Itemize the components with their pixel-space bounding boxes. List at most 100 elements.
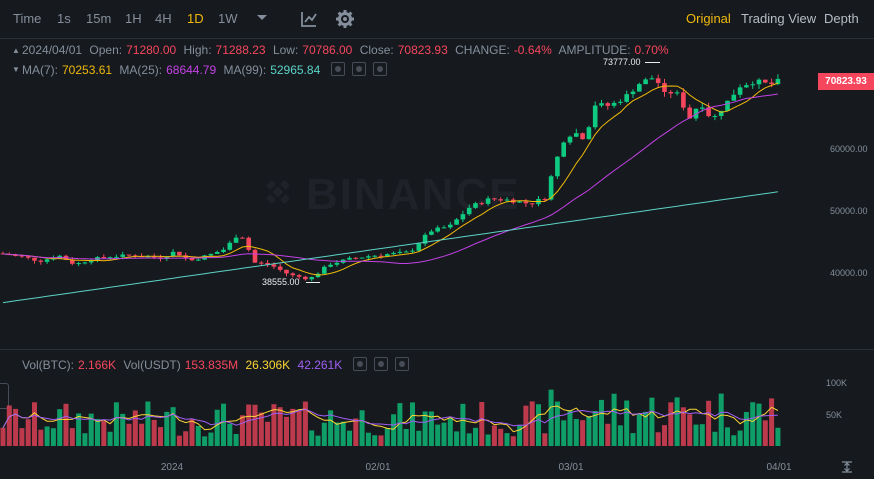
volume-bar xyxy=(107,431,113,446)
high-value: 71288.23 xyxy=(215,43,266,57)
collapse-info-arrow[interactable]: ▲ xyxy=(12,46,20,55)
change-label: CHANGE: xyxy=(455,43,510,57)
volume-bar xyxy=(347,430,352,446)
volume-bar xyxy=(158,427,163,446)
volume-bar xyxy=(277,407,283,446)
vol-visibility-icon[interactable] xyxy=(352,357,367,371)
volume-bar xyxy=(372,435,378,446)
vol-settings-icon[interactable] xyxy=(373,357,388,371)
interval-1w[interactable]: 1W xyxy=(218,11,238,26)
vol-btc-value: 2.166K xyxy=(78,358,117,372)
more-intervals-dropdown[interactable] xyxy=(257,15,267,20)
volume-bar xyxy=(737,430,743,446)
view-original[interactable]: Original xyxy=(686,11,731,26)
volume-bar xyxy=(668,402,674,446)
volume-bar xyxy=(25,419,31,446)
gear-icon[interactable] xyxy=(335,9,355,29)
volume-bar xyxy=(756,403,762,446)
volume-bar xyxy=(145,401,151,446)
vol-ma5-value: 26.306K xyxy=(245,358,291,372)
interval-1s[interactable]: 1s xyxy=(57,11,71,26)
volume-bar xyxy=(227,423,233,446)
volume-bar xyxy=(573,419,579,446)
indicator-icon[interactable] xyxy=(299,9,319,29)
candle-body xyxy=(284,269,289,274)
candle-body xyxy=(252,249,258,263)
interval-15m[interactable]: 15m xyxy=(86,11,112,26)
candle-body xyxy=(649,78,655,80)
volume-bar xyxy=(473,427,478,446)
candle-body xyxy=(70,259,75,264)
candle-body xyxy=(158,257,163,259)
volume-bar xyxy=(762,420,768,446)
collapse-ma-arrow[interactable]: ▼ xyxy=(12,65,20,74)
volume-bar xyxy=(699,424,705,446)
low-marker-line xyxy=(306,282,320,283)
candle-body xyxy=(334,262,340,265)
volume-bar xyxy=(718,393,724,446)
candle-body xyxy=(51,258,56,260)
volume-bar xyxy=(246,404,252,446)
candle-body xyxy=(19,255,25,257)
candle-body xyxy=(13,255,18,257)
volume-bar xyxy=(403,428,409,446)
vol-usdt-label: Vol(USDT) xyxy=(123,358,181,372)
interval-4h[interactable]: 4H xyxy=(155,11,172,26)
pane-divider[interactable] xyxy=(0,349,874,350)
interval-time[interactable]: Time xyxy=(13,11,42,26)
ma-close-icon[interactable] xyxy=(372,62,387,76)
candle-body xyxy=(240,237,245,239)
volume-bar xyxy=(435,424,441,446)
volume-bar xyxy=(164,411,170,446)
volume-bar xyxy=(258,412,264,446)
volume-bar xyxy=(548,389,554,446)
candle-body xyxy=(378,255,384,257)
candle-body xyxy=(164,256,170,259)
candle-body xyxy=(340,259,346,263)
interval-1h[interactable]: 1H xyxy=(125,11,142,26)
interval-1d[interactable]: 1D xyxy=(187,11,204,26)
volume-axis-label: 100K xyxy=(826,378,847,388)
volume-bar xyxy=(542,433,548,446)
volume-bar xyxy=(536,404,541,446)
candle-body xyxy=(630,91,636,95)
candle-body xyxy=(637,84,642,92)
candle-body xyxy=(687,107,692,119)
volume-bar xyxy=(88,413,94,446)
volume-bar xyxy=(630,433,636,446)
volume-bar xyxy=(290,408,296,446)
volume-bar xyxy=(19,428,25,446)
candle-body xyxy=(38,260,44,262)
volume-bar xyxy=(523,405,529,446)
volume-bar xyxy=(706,400,712,446)
reset-scale-icon[interactable] xyxy=(840,460,854,474)
candle-body xyxy=(290,273,296,276)
volume-bar xyxy=(359,410,365,446)
volume-bar xyxy=(649,397,655,446)
ma-visibility-icon[interactable] xyxy=(330,62,345,76)
volume-bar xyxy=(447,417,453,446)
candle-body xyxy=(712,115,718,117)
candle-body xyxy=(347,257,352,260)
candle-body xyxy=(448,224,453,228)
volume-bar xyxy=(731,435,737,446)
view-trading-view[interactable]: Trading View xyxy=(741,11,817,26)
vol-close-icon[interactable] xyxy=(394,357,409,371)
candle-body xyxy=(561,142,566,157)
volume-bar xyxy=(239,415,245,446)
volume-bar xyxy=(76,413,82,446)
ma-settings-icon[interactable] xyxy=(351,62,366,76)
candle-body xyxy=(88,260,94,263)
volume-bar xyxy=(82,433,88,446)
candle-body xyxy=(57,255,62,259)
volume-bar xyxy=(214,409,220,446)
candle-body xyxy=(189,258,195,261)
amplitude-value: 0.70% xyxy=(634,43,669,57)
volume-bar xyxy=(517,425,523,446)
volume-bar xyxy=(466,433,472,446)
volume-bar xyxy=(328,410,334,446)
view-depth[interactable]: Depth xyxy=(824,11,859,26)
sidebar-expand-tab[interactable] xyxy=(0,383,9,409)
candle-body xyxy=(214,252,220,254)
candle-body xyxy=(44,259,50,262)
